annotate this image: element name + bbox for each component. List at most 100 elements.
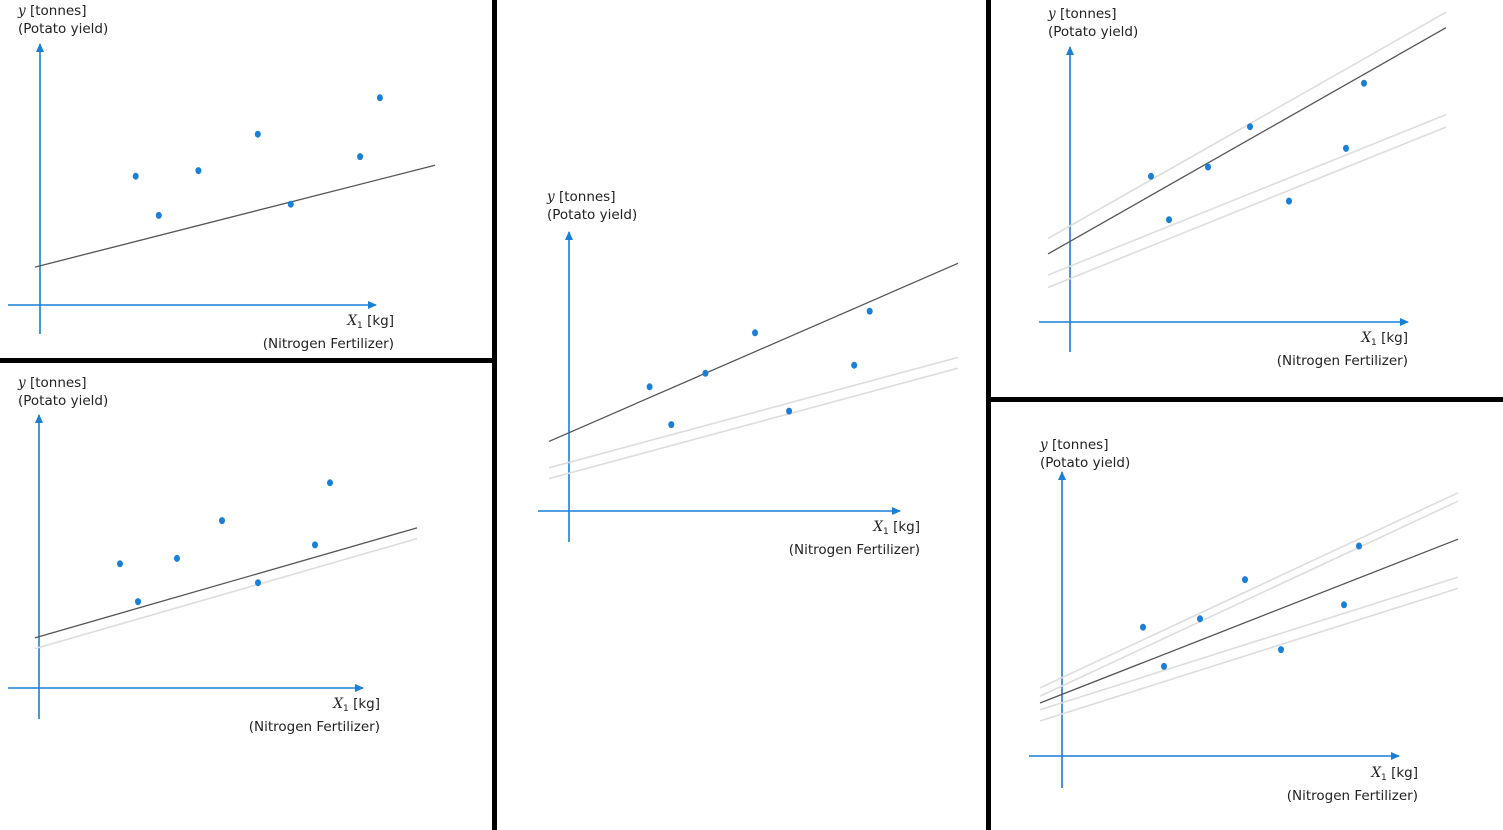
y-unit: [tonnes] bbox=[558, 189, 616, 205]
aux-regression-line bbox=[548, 367, 959, 480]
data-point bbox=[1341, 601, 1347, 609]
y-axis-label: y [tonnes] (Potato yield) bbox=[547, 188, 637, 224]
aux-regression-line bbox=[1047, 113, 1447, 276]
x-unit: [kg] bbox=[367, 313, 394, 329]
fit-line bbox=[34, 164, 436, 268]
y-var: y bbox=[18, 375, 26, 391]
data-point bbox=[752, 329, 758, 337]
x-desc: (Nitrogen Fertilizer) bbox=[262, 336, 394, 352]
x-axis-label: X1 [kg] (Nitrogen Fertilizer) bbox=[789, 518, 920, 559]
y-axis-label: y [tonnes] (Potato yield) bbox=[1040, 436, 1130, 472]
x-var: X bbox=[347, 313, 358, 329]
fit-line bbox=[1047, 27, 1447, 255]
x-unit: [kg] bbox=[353, 696, 380, 712]
data-point bbox=[702, 369, 709, 377]
data-point bbox=[851, 361, 858, 369]
x-desc: (Nitrogen Fertilizer) bbox=[248, 719, 380, 735]
chart-plot bbox=[1039, 11, 1447, 352]
data-point bbox=[866, 307, 873, 315]
data-point bbox=[327, 479, 333, 487]
chart-plot bbox=[8, 43, 436, 334]
data-point bbox=[646, 383, 653, 391]
x-var: X bbox=[333, 696, 344, 712]
chart-plot bbox=[538, 231, 959, 542]
y-var: y bbox=[1048, 6, 1056, 22]
fit-line bbox=[548, 262, 959, 443]
data-point bbox=[1286, 197, 1292, 205]
data-point bbox=[195, 167, 202, 175]
y-desc: (Potato yield) bbox=[1040, 455, 1131, 471]
x-axis-label: X1 [kg] (Nitrogen Fertilizer) bbox=[249, 695, 380, 736]
y-unit: [tonnes] bbox=[1059, 6, 1117, 22]
x-unit: [kg] bbox=[1391, 765, 1418, 781]
y-var: y bbox=[1040, 437, 1048, 453]
x-unit: [kg] bbox=[1381, 330, 1408, 346]
data-point bbox=[1361, 79, 1367, 87]
data-point bbox=[219, 517, 225, 525]
y-desc: (Potato yield) bbox=[18, 393, 109, 409]
data-point bbox=[312, 541, 318, 549]
chart-panel-bottom-left: y [tonnes] (Potato yield) X1 [kg] (Nitro… bbox=[0, 363, 492, 830]
data-point bbox=[1356, 542, 1362, 550]
x-var: X bbox=[1361, 330, 1372, 346]
aux-regression-line bbox=[34, 537, 418, 650]
x-unit: [kg] bbox=[893, 519, 920, 535]
data-point bbox=[1166, 216, 1172, 224]
aux-regression-line bbox=[1047, 11, 1447, 240]
aux-regression-line bbox=[1047, 126, 1447, 289]
data-point bbox=[174, 554, 180, 562]
x-sub: 1 bbox=[1381, 773, 1387, 783]
y-axis-label: y [tonnes] (Potato yield) bbox=[18, 374, 108, 410]
data-point bbox=[376, 94, 383, 102]
chart-panel-bottom-right: y [tonnes] (Potato yield) X1 [kg] (Nitro… bbox=[991, 402, 1503, 830]
x-var: X bbox=[1371, 765, 1382, 781]
x-sub: 1 bbox=[343, 704, 349, 714]
x-axis-label: X1 [kg] (Nitrogen Fertilizer) bbox=[1277, 329, 1408, 370]
y-desc: (Potato yield) bbox=[1048, 24, 1139, 40]
fit-line bbox=[1039, 538, 1459, 704]
data-point bbox=[1197, 615, 1203, 623]
fit-line bbox=[34, 527, 418, 639]
panel-divider-vertical-left bbox=[492, 0, 497, 830]
data-point bbox=[287, 200, 294, 208]
y-unit: [tonnes] bbox=[29, 375, 87, 391]
data-point bbox=[1343, 144, 1349, 152]
data-point bbox=[135, 598, 141, 606]
x-desc: (Nitrogen Fertilizer) bbox=[788, 542, 920, 558]
data-point bbox=[155, 211, 162, 219]
panel-divider-horizontal-right bbox=[991, 397, 1503, 402]
aux-regression-line bbox=[1039, 500, 1459, 697]
data-point bbox=[1140, 623, 1146, 631]
data-point bbox=[1247, 123, 1253, 131]
y-desc: (Potato yield) bbox=[547, 207, 638, 223]
x-desc: (Nitrogen Fertilizer) bbox=[1286, 788, 1418, 804]
data-point bbox=[255, 579, 261, 587]
data-point bbox=[786, 407, 793, 415]
x-sub: 1 bbox=[883, 527, 889, 537]
chart-plot bbox=[8, 414, 418, 719]
aux-regression-line bbox=[1039, 587, 1459, 722]
y-unit: [tonnes] bbox=[29, 3, 87, 19]
data-point bbox=[1278, 646, 1284, 654]
data-point bbox=[1242, 576, 1248, 584]
y-unit: [tonnes] bbox=[1051, 437, 1109, 453]
chart-panel-top-left: y [tonnes] (Potato yield) X1 [kg] (Nitro… bbox=[0, 0, 492, 358]
y-var: y bbox=[18, 3, 26, 19]
x-desc: (Nitrogen Fertilizer) bbox=[1276, 353, 1408, 369]
data-point bbox=[132, 172, 139, 180]
y-var: y bbox=[547, 189, 555, 205]
y-axis-label: y [tonnes] (Potato yield) bbox=[1048, 5, 1138, 41]
chart-panel-middle: y [tonnes] (Potato yield) X1 [kg] (Nitro… bbox=[497, 0, 986, 830]
chart-panel-top-right: y [tonnes] (Potato yield) X1 [kg] (Nitro… bbox=[991, 0, 1503, 397]
aux-regression-line bbox=[548, 356, 959, 469]
y-axis-label: y [tonnes] (Potato yield) bbox=[18, 2, 108, 38]
data-point bbox=[668, 421, 675, 429]
data-point bbox=[357, 153, 364, 161]
data-point bbox=[254, 130, 261, 138]
chart-plot bbox=[1029, 471, 1459, 788]
data-point bbox=[117, 560, 123, 568]
x-axis-label: X1 [kg] (Nitrogen Fertilizer) bbox=[263, 312, 394, 353]
x-var: X bbox=[873, 519, 884, 535]
x-sub: 1 bbox=[1371, 338, 1377, 348]
panel-divider-vertical-right bbox=[986, 0, 991, 830]
